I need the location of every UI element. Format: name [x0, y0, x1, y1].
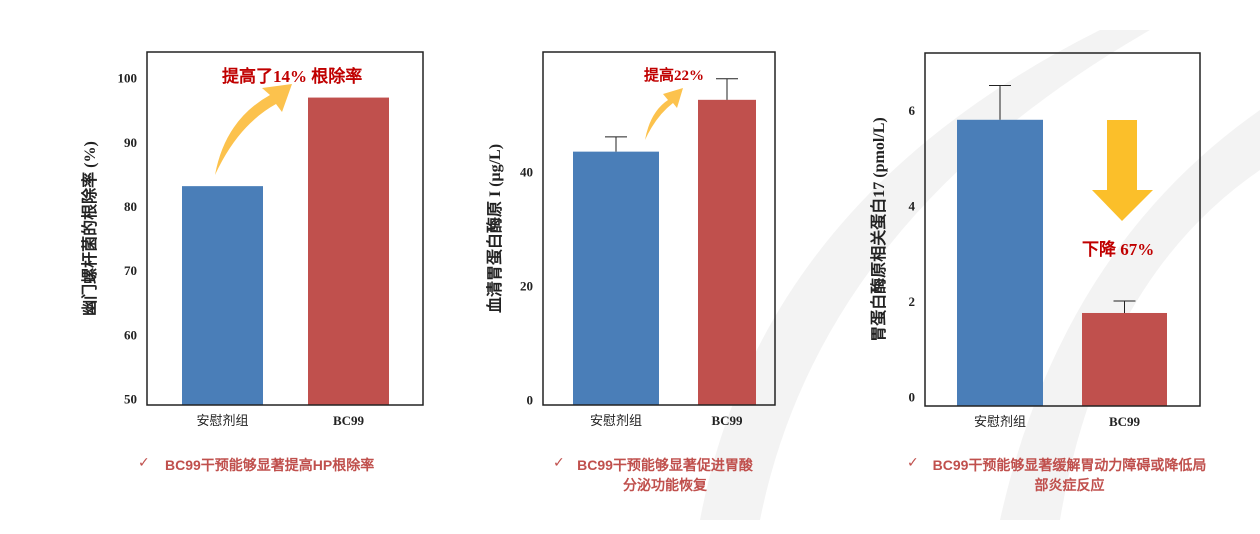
bar-bc99 — [1082, 312, 1167, 406]
y-tick-label: 6 — [909, 103, 916, 118]
y-tick-label: 80 — [124, 199, 137, 214]
bar-placebo — [573, 151, 659, 405]
y-tick-label: 50 — [124, 392, 137, 407]
note-1: BC99干预能够显著提高HP根除率 — [165, 457, 375, 473]
bar-placebo — [182, 186, 263, 405]
x-tick-label: BC99 — [1109, 414, 1141, 429]
up-arrow-icon — [215, 84, 292, 175]
x-tick-label: 安慰剂组 — [196, 413, 248, 428]
y-tick-label: 60 — [124, 327, 137, 342]
bar-bc99 — [698, 99, 756, 405]
check-icon: ✓ — [138, 455, 150, 471]
x-tick-label: BC99 — [711, 413, 743, 428]
y-axis-label: 胃蛋白酶原相关蛋白17 (pmol/L) — [869, 117, 888, 341]
y-tick-label: 0 — [909, 389, 916, 404]
note-3: BC99干预能够显著缓解胃动力障碍或降低局部炎症反应 — [932, 457, 1207, 493]
annotation-3: 下降 67% — [1082, 239, 1154, 259]
plot-frame — [924, 52, 1201, 407]
bar-bc99 — [308, 97, 389, 405]
check-icon: ✓ — [907, 455, 919, 471]
y-tick-label: 20 — [520, 278, 533, 293]
down-arrow-icon — [1092, 120, 1153, 221]
y-tick-label: 100 — [118, 71, 138, 86]
y-tick-label: 4 — [909, 199, 916, 214]
note-2: BC99干预能够显著促进胃酸分泌功能恢复 — [577, 457, 753, 493]
x-tick-label: 安慰剂组 — [590, 413, 642, 428]
y-tick-label: 40 — [520, 165, 533, 180]
x-tick-label: 安慰剂组 — [974, 414, 1026, 429]
x-tick-label: BC99 — [333, 413, 365, 428]
check-icon: ✓ — [553, 455, 565, 471]
y-tick-label: 90 — [124, 135, 137, 150]
y-tick-label: 70 — [124, 263, 137, 278]
y-axis-label: 幽门螺杆菌的根除率 (%) — [80, 141, 99, 316]
up-arrow-icon — [645, 88, 683, 140]
bar-placebo — [957, 119, 1043, 406]
y-tick-label: 2 — [909, 294, 916, 309]
plot-frame — [146, 51, 424, 406]
y-axis-label: 血清胃蛋白酶原 I (μg/L) — [485, 144, 504, 313]
plot-frame — [542, 51, 776, 406]
y-tick-label: 0 — [527, 392, 534, 407]
annotation-2: 提高22% — [644, 66, 704, 84]
annotation-1: 提高了14% 根除率 — [222, 66, 362, 86]
